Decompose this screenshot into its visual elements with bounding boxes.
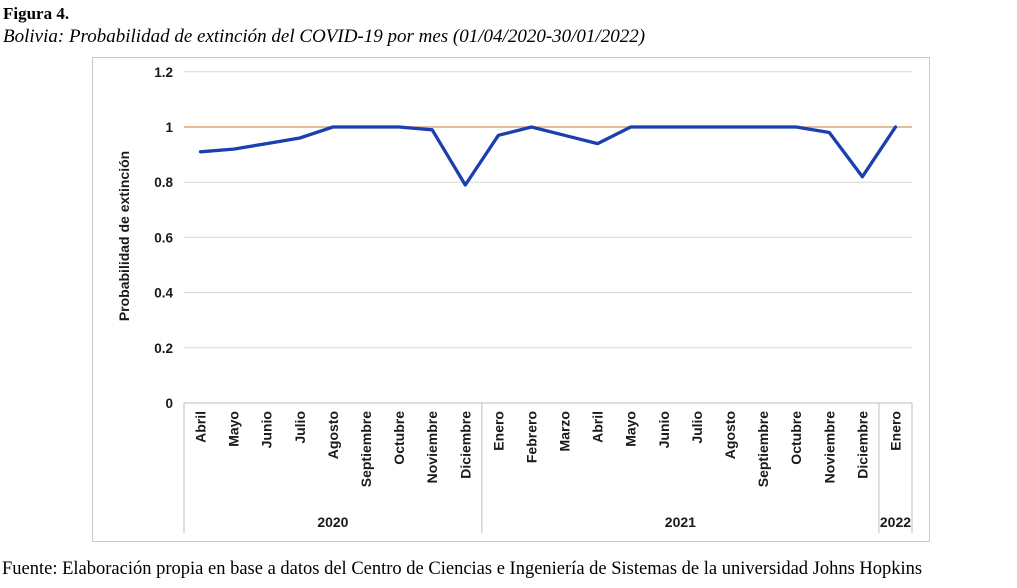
y-axis-title: Probabilidad de extinción [116,151,132,321]
x-tick-label: Agosto [325,411,341,459]
x-tick-label: Mayo [623,411,639,447]
x-tick-label: Diciembre [457,411,473,479]
x-tick-label: Enero [490,411,506,451]
year-label: 2022 [880,514,911,530]
year-label: 2020 [317,514,348,530]
year-label: 2021 [665,514,696,530]
y-tick-label: 0.6 [154,230,173,245]
x-tick-label: Octubre [391,411,407,465]
x-tick-label: Febrero [523,411,539,463]
x-tick-label: Enero [887,411,903,451]
x-tick-label: Noviembre [821,411,837,484]
x-tick-label: Marzo [557,411,573,451]
x-tick-label: Mayo [226,411,242,447]
x-tick-label: Septiembre [755,411,771,487]
x-tick-label: Noviembre [424,411,440,484]
y-tick-label: 1 [165,120,173,135]
y-tick-label: 0 [165,396,173,411]
y-tick-label: 0.4 [154,286,173,301]
x-tick-label: Junio [259,411,275,448]
x-tick-label: Octubre [788,411,804,465]
x-tick-label: Septiembre [358,411,374,487]
figure-label: Figura 4. [3,4,70,23]
x-tick-label: Junio [656,411,672,448]
x-tick-label: Abril [193,411,209,443]
chart: 0 0.2 0.4 0.6 0.8 1 1.2 Probabilidad de extinci… [92,57,930,542]
x-tick-label: Julio [292,411,308,444]
y-tick-label: 0.8 [154,175,173,190]
x-tick-label: Julio [689,411,705,444]
y-tick-label: 0.2 [154,341,173,356]
source-note: Fuente: Elaboración propia en base a dat… [2,559,923,579]
x-tick-label: Agosto [722,411,738,459]
x-tick-label: Diciembre [854,411,870,479]
figure-subtitle: Bolivia: Probabilidad de extinción del C… [3,26,646,47]
x-tick-label: Abril [590,411,606,443]
data-line [198,125,898,187]
chart-svg: 0 0.2 0.4 0.6 0.8 1 1.2 Probabilidad de extinci… [116,65,913,533]
y-tick-label: 1.2 [154,65,173,80]
